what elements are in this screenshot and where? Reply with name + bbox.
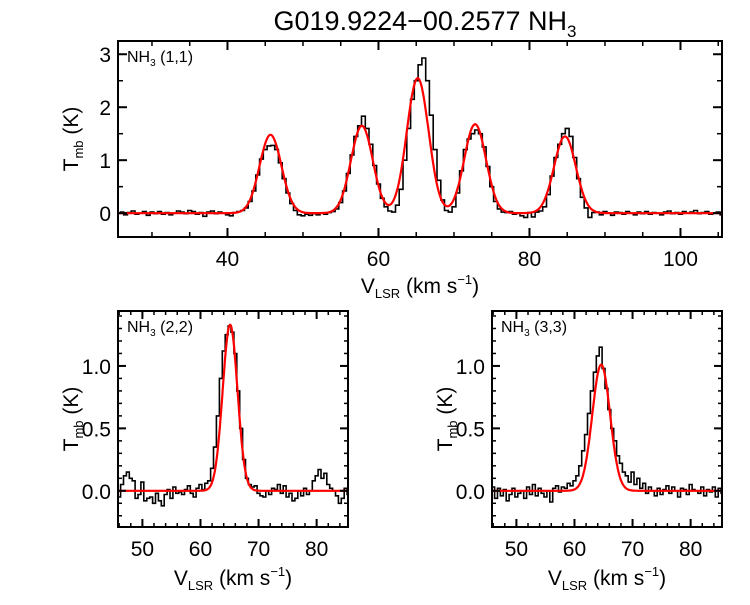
label-part: T (60, 438, 83, 451)
chart-title: G019.9224−00.2577 NH3 (274, 6, 577, 41)
label-part: 3 (150, 328, 156, 339)
label-part: 3 (524, 328, 530, 339)
label-part: V (548, 567, 562, 590)
chart-title-main: G019.9224−00.2577 NH (274, 6, 567, 36)
x-axis-label: VLSR (km s−1) (548, 564, 666, 593)
label-part: (1,1) (156, 49, 193, 66)
panel-nh3-33: 50 60 70 80 0.0 0.5 1.0 NH3 (3,3) VLSR (km s−1) T… (434, 310, 723, 593)
x-tick-label: 80 (518, 248, 541, 271)
plot-frame (117, 40, 723, 238)
label-part: T (60, 158, 83, 171)
x-tick-label: 60 (563, 538, 586, 561)
label-part: NH (127, 319, 150, 336)
x-axis-label: VLSR (km s−1) (361, 272, 479, 301)
label-part: (2,2) (156, 319, 193, 336)
y-tick-label: 0.0 (82, 481, 111, 504)
x-tick-label: 50 (505, 538, 528, 561)
fit-curve (492, 363, 722, 492)
label-part: ) (659, 567, 666, 590)
label-part: (km s (213, 567, 270, 590)
y-tick-label: 0.5 (82, 418, 111, 441)
y-tick-label: 3 (99, 44, 111, 67)
x-tick-label: 60 (367, 248, 390, 271)
y-axis-label: Tmb (K) (60, 387, 86, 452)
plot-frame (117, 310, 349, 528)
y-tick-label: 0 (99, 203, 111, 226)
label-part: T (434, 438, 457, 451)
label-part: mb (71, 140, 86, 158)
panel-label: NH3 (3,3) (501, 319, 567, 339)
y-tick-label: 0.0 (456, 481, 485, 504)
fit-curve (118, 323, 348, 492)
label-part: ) (472, 275, 479, 298)
y-axis-label: Tmb (K) (434, 387, 460, 452)
x-tick-label: 70 (247, 538, 270, 561)
label-part: (K) (60, 387, 83, 421)
label-part: −1 (270, 564, 285, 579)
x-tick-label: 70 (621, 538, 644, 561)
y-tick-label: 0.5 (456, 418, 485, 441)
label-part: (K) (434, 387, 457, 421)
x-tick-label: 50 (131, 538, 154, 561)
plot-frame (491, 310, 723, 528)
label-part: −1 (457, 272, 472, 287)
x-tick-label: 80 (679, 538, 702, 561)
y-axis-label: Tmb (K) (60, 107, 86, 172)
label-part: V (361, 275, 375, 298)
label-part: (km s (400, 275, 457, 298)
label-part: ) (285, 567, 292, 590)
label-part: LSR (375, 286, 400, 301)
label-part: V (174, 567, 188, 590)
label-part: mb (445, 420, 460, 438)
panel-label: NH3 (2,2) (127, 319, 193, 339)
label-part: NH (127, 49, 150, 66)
chart-title-subscript: 3 (567, 22, 576, 41)
y-tick-label: 1.0 (456, 356, 485, 379)
y-tick-label: 2 (99, 97, 111, 120)
x-tick-label: 40 (216, 248, 239, 271)
label-part: mb (71, 420, 86, 438)
observed-spectrum (492, 346, 722, 503)
panel-nh3-22: 50 60 70 80 0.0 0.5 1.0 NH3 (2,2) VLSR (km s−1) T… (60, 310, 349, 593)
x-axis-label: VLSR (km s−1) (174, 564, 292, 593)
label-part: LSR (188, 578, 213, 593)
panel-label: NH3 (1,1) (127, 49, 193, 69)
y-tick-label: 1 (99, 150, 111, 173)
fit-curve (118, 76, 722, 215)
label-part: (3,3) (530, 319, 567, 336)
label-part: −1 (644, 564, 659, 579)
label-part: 3 (150, 58, 156, 69)
x-tick-label: 60 (189, 538, 212, 561)
x-tick-label: 80 (305, 538, 328, 561)
x-tick-label: 100 (663, 248, 698, 271)
observed-spectrum (119, 57, 722, 219)
label-part: NH (501, 319, 524, 336)
label-part: LSR (562, 578, 587, 593)
label-part: (km s (587, 567, 644, 590)
label-part: (K) (60, 107, 83, 141)
y-tick-label: 1.0 (82, 356, 111, 379)
